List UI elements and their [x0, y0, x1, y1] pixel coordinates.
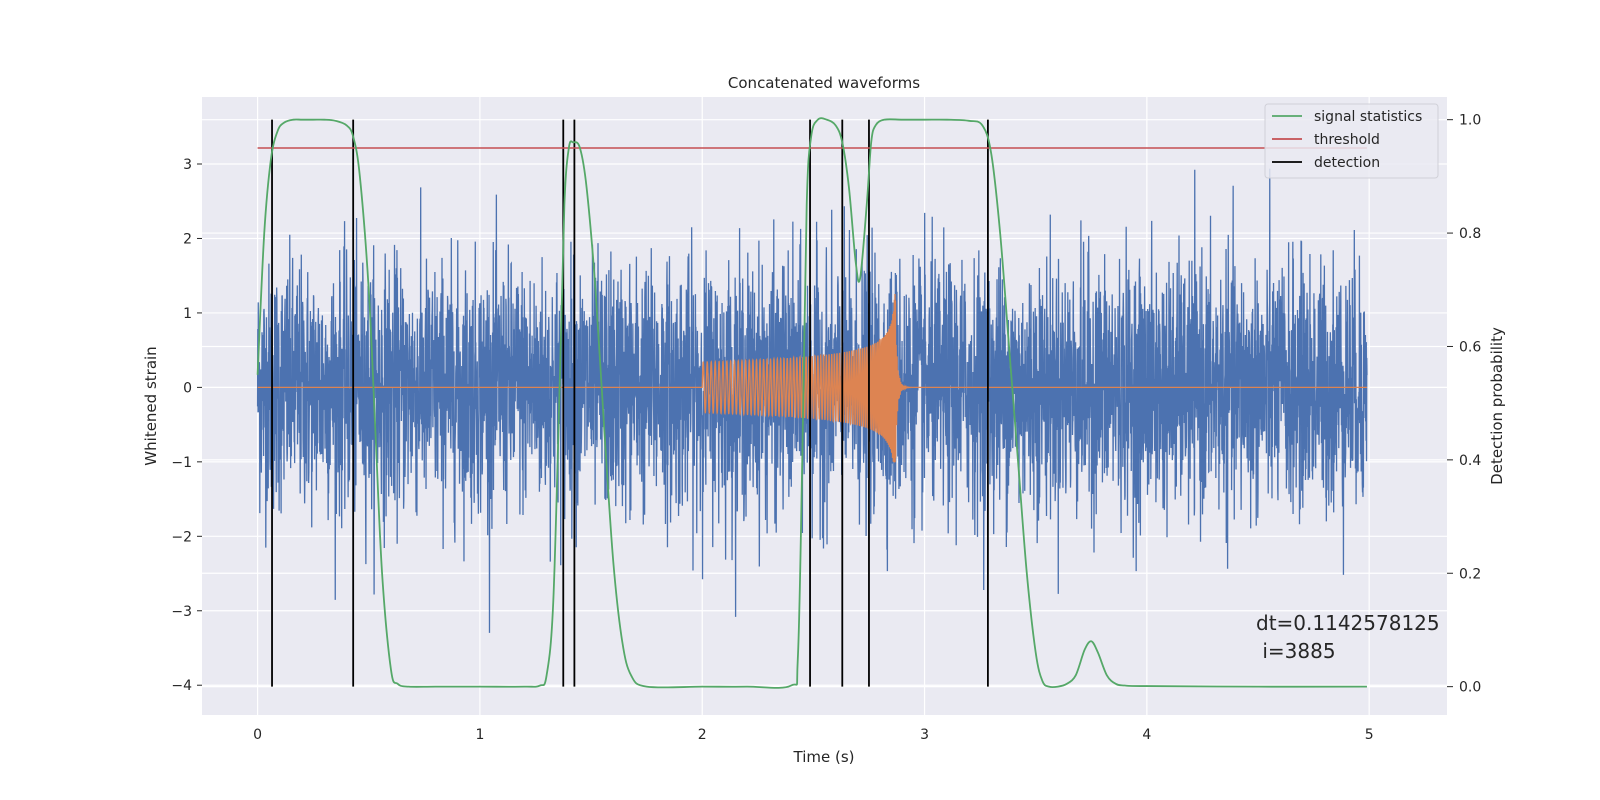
- legend-label-signal-statistics: signal statistics: [1314, 109, 1422, 125]
- y2-tick-label-5: 1.0: [1459, 113, 1481, 129]
- signal-statistics-line: [256, 117, 1367, 689]
- y-axis-label: Whitened strain: [142, 346, 160, 465]
- chart-title: Concatenated waveforms: [728, 74, 920, 92]
- legend: signal statistics threshold detection: [1264, 103, 1439, 179]
- y-tick-label-2: −2: [171, 529, 192, 545]
- y-tick-label-4: 0: [183, 380, 192, 396]
- annotation-line-i: i=3885: [1256, 639, 1336, 663]
- y-tick-label-6: 2: [183, 231, 192, 247]
- y2-tick-label-2: 0.4: [1459, 453, 1481, 469]
- legend-label-threshold: threshold: [1314, 132, 1380, 148]
- y2-tick-label-0: 0.0: [1459, 680, 1481, 696]
- x-tick-label-0: 0: [253, 727, 262, 743]
- x-tick-label-2: 2: [698, 727, 707, 743]
- x-tick-label-5: 5: [1365, 727, 1374, 743]
- y2-tick-label-3: 0.6: [1459, 339, 1481, 355]
- strain-noise-trace: [256, 168, 1368, 633]
- x-tick-label-3: 3: [920, 727, 929, 743]
- y2-axis-label: Detection probability: [1488, 327, 1506, 485]
- y-tick-label-1: −3: [171, 604, 192, 620]
- y-axis-ticks: −4 −3 −2 −1 0 1 2 3: [171, 157, 202, 694]
- y-tick-label-7: 3: [183, 157, 192, 173]
- y-tick-label-5: 1: [183, 306, 192, 322]
- right-axis-series: [256, 117, 1367, 689]
- y2-axis-ticks: 0.0 0.2 0.4 0.6 0.8 1.0: [1447, 113, 1481, 696]
- y2-tick-label-4: 0.8: [1459, 226, 1481, 242]
- legend-box: [1264, 103, 1439, 179]
- x-axis-label: Time (s): [793, 748, 855, 766]
- plot-traces: [256, 117, 1368, 689]
- y-tick-label-3: −1: [171, 455, 192, 471]
- x-tick-label-4: 4: [1142, 727, 1151, 743]
- legend-label-detection: detection: [1314, 155, 1380, 171]
- annotation-line-dt: dt=0.1142578125: [1256, 611, 1440, 635]
- x-tick-label-1: 1: [475, 727, 484, 743]
- x-axis-ticks: 0 1 2 3 4 5: [253, 727, 1374, 743]
- y2-tick-label-1: 0.2: [1459, 566, 1481, 582]
- y-tick-label-0: −4: [171, 678, 192, 694]
- dt-annotation: dt=0.1142578125 i=3885: [1256, 611, 1440, 663]
